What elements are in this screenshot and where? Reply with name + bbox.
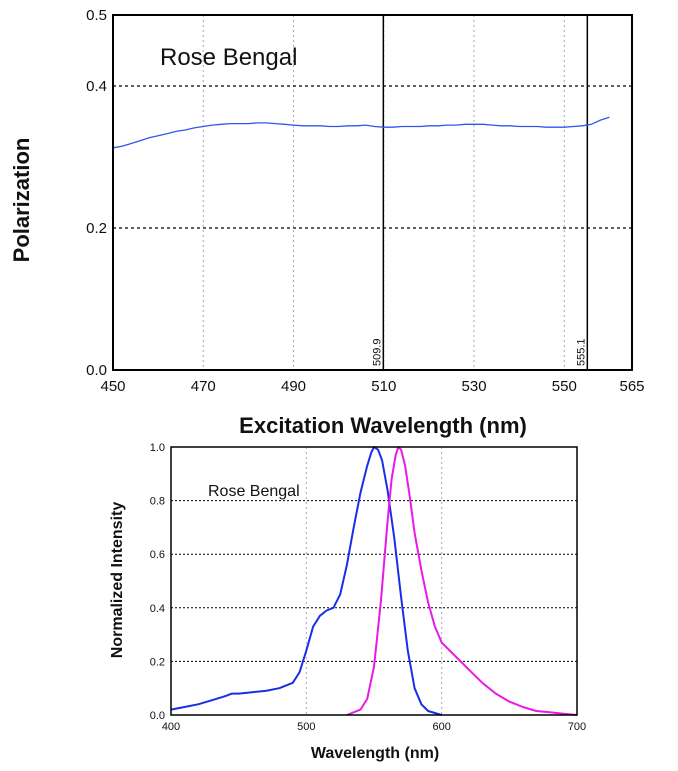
bottom-chart-y-tick-label: 0.2 (150, 656, 165, 668)
bottom-chart: 400 500 600 700 0.0 0.2 0.4 0.6 0.8 1.0 Rose Ben… (109, 442, 586, 762)
bottom-chart-x-tick-label: 600 (432, 721, 450, 733)
bottom-chart-y-ticks: 0.0 0.2 0.4 0.6 0.8 1.0 (150, 442, 165, 722)
top-chart-polarization-line (112, 116, 610, 149)
bottom-chart-plot-frame (170, 446, 578, 716)
top-chart-series (112, 116, 610, 149)
top-chart-x-tick-label: 550 (552, 378, 577, 395)
bottom-chart-x-tick-label: 500 (297, 721, 315, 733)
top-chart-marker-label: 555.1 (575, 338, 587, 366)
bottom-chart-y-tick-label: 0.8 (150, 496, 165, 508)
top-chart-y-axis-label: Polarization (9, 138, 34, 263)
bottom-chart-emission-curve (346, 446, 578, 716)
top-chart-x-tick-label: 450 (100, 378, 125, 395)
top-chart-x-tick-label: 470 (191, 378, 216, 395)
top-chart-y-tick-label: 0.5 (86, 7, 107, 24)
top-chart-y-tick-label: 0.2 (86, 220, 107, 237)
top-chart-x-ticks: 450 470 490 510 530 550 565 (100, 378, 644, 395)
bottom-chart-title: Rose Bengal (208, 483, 300, 500)
bottom-chart-excitation-curve (170, 446, 442, 716)
top-chart-y-tick-label: 0.4 (86, 78, 107, 95)
top-chart-x-tick-label: 565 (619, 378, 644, 395)
top-chart-x-axis-label: Excitation Wavelength (nm) (239, 413, 527, 438)
bottom-chart-y-tick-label: 0.4 (150, 603, 165, 615)
top-chart-x-tick-label: 530 (462, 378, 487, 395)
bottom-chart-x-tick-label: 700 (568, 721, 586, 733)
top-chart-y-ticks: 0.0 0.2 0.4 0.5 (86, 7, 107, 379)
bottom-chart-y-tick-label: 1.0 (150, 442, 165, 454)
top-chart-plot-frame (112, 14, 633, 371)
top-chart-title: Rose Bengal (160, 44, 297, 71)
bottom-chart-y-tick-label: 0.0 (150, 710, 165, 722)
top-chart-marker-label: 509.9 (371, 338, 383, 366)
bottom-chart-x-tick-label: 400 (162, 721, 180, 733)
bottom-chart-series (170, 446, 578, 716)
bottom-chart-y-tick-label: 0.6 (150, 549, 165, 561)
top-chart: 509.9 555.1 450 470 490 510 530 550 565 0.00.20… (9, 7, 645, 438)
bottom-chart-y-axis-label: Normalized Intensity (109, 502, 126, 659)
top-chart-x-tick-label: 510 (371, 378, 396, 395)
bottom-chart-x-ticks: 400 500 600 700 (162, 721, 586, 733)
top-chart-x-tick-label: 490 (281, 378, 306, 395)
top-chart-y-tick-label: 0.0 (86, 362, 107, 379)
bottom-chart-x-axis-label: Wavelength (nm) (311, 745, 439, 762)
top-chart-marker-lines: 509.9 555.1 (371, 15, 589, 370)
